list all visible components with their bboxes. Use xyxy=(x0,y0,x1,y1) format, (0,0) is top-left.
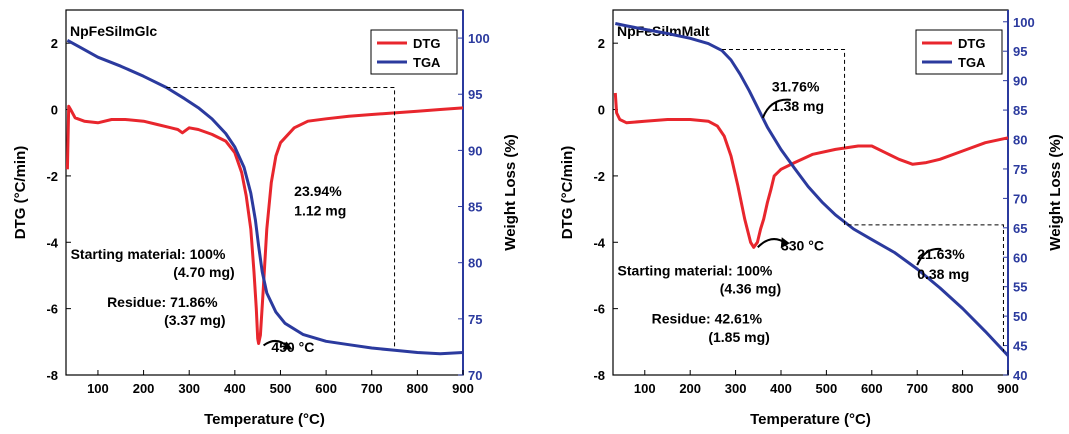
y-right-tick-label: 100 xyxy=(1013,15,1035,30)
legend-label: TGA xyxy=(958,55,986,70)
y-left-tick-label: -2 xyxy=(593,169,605,184)
y-right-tick-label: 95 xyxy=(1013,44,1027,59)
y-left-tick-label: -8 xyxy=(593,368,605,383)
series-line-dtg xyxy=(615,93,1008,247)
annotation-text: 1.12 mg xyxy=(294,203,346,219)
x-axis-label: Temperature (°C) xyxy=(750,411,871,428)
x-tick-label: 200 xyxy=(133,381,155,396)
x-tick-label: 800 xyxy=(952,381,974,396)
x-tick-label: 300 xyxy=(178,381,200,396)
annotation-text: (1.85 mg) xyxy=(708,329,769,345)
y-left-tick-label: 2 xyxy=(51,36,58,51)
x-tick-label: 600 xyxy=(861,381,883,396)
annotation-text: Residue: 42.61% xyxy=(652,311,763,327)
y-right-tick-label: 85 xyxy=(1013,103,1027,118)
y-left-tick-label: -4 xyxy=(46,235,58,250)
y-right-axis-label: Weight Loss (%) xyxy=(1047,134,1064,250)
annotation-text: 0.38 mg xyxy=(917,266,969,282)
y-left-tick-label: 2 xyxy=(598,36,605,51)
annotation-text: (3.37 mg) xyxy=(164,312,225,328)
x-tick-label: 700 xyxy=(361,381,383,396)
x-tick-label: 700 xyxy=(906,381,928,396)
x-tick-label: 400 xyxy=(224,381,246,396)
legend: DTG TGA xyxy=(916,30,1002,74)
y-left-axis-label: DTG (°C/min) xyxy=(559,146,576,240)
x-tick-label: 900 xyxy=(452,381,474,396)
y-left-tick-label: -4 xyxy=(593,235,605,250)
x-tick-label: 400 xyxy=(770,381,792,396)
annotation-text: Starting material: 100% xyxy=(618,262,773,278)
x-tick-label: 800 xyxy=(407,381,429,396)
y-right-tick-label: 90 xyxy=(1013,74,1027,89)
x-tick-label: 500 xyxy=(270,381,292,396)
y-right-tick-label: 60 xyxy=(1013,250,1027,265)
x-tick-label: 200 xyxy=(679,381,701,396)
y-left-axis-label: DTG (°C/min) xyxy=(12,146,29,240)
y-right-tick-label: 70 xyxy=(1013,191,1027,206)
y-left-tick-label: -8 xyxy=(46,368,58,383)
y-right-tick-label: 95 xyxy=(468,87,482,102)
y-right-tick-label: 80 xyxy=(1013,133,1027,148)
annotation-text: Starting material: 100% xyxy=(71,246,226,262)
y-right-tick-label: 45 xyxy=(1013,339,1027,354)
y-right-tick-label: 40 xyxy=(1013,368,1027,383)
annotation-text: 330 °C xyxy=(781,238,824,254)
x-tick-label: 100 xyxy=(87,381,109,396)
legend-label: DTG xyxy=(413,36,440,51)
y-left-tick-label: -2 xyxy=(46,169,58,184)
y-right-tick-label: 100 xyxy=(468,31,490,46)
y-right-tick-label: 70 xyxy=(468,368,482,383)
annotation-text: 31.76% xyxy=(772,78,820,94)
annotation-text: 23.94% xyxy=(294,183,342,199)
y-left-tick-label: -6 xyxy=(46,302,58,317)
chart-panel-2: 100 200 300 400 500 600 700 800 900 2 0 -2 -4 -6 -8 100… xyxy=(559,10,1064,428)
chart-title: NpFeSilmGlc xyxy=(70,23,157,39)
x-tick-label: 300 xyxy=(725,381,747,396)
y-right-tick-label: 55 xyxy=(1013,280,1027,295)
y-left-tick-label: -6 xyxy=(593,302,605,317)
y-right-tick-label: 65 xyxy=(1013,221,1027,236)
y-right-tick-label: 85 xyxy=(468,200,482,215)
x-tick-label: 600 xyxy=(315,381,337,396)
legend-label: DTG xyxy=(958,36,985,51)
y-left-tick-label: 0 xyxy=(51,103,58,118)
x-tick-label: 100 xyxy=(634,381,656,396)
y-right-tick-label: 90 xyxy=(468,143,482,158)
x-tick-label: 500 xyxy=(816,381,838,396)
x-tick-label: 900 xyxy=(997,381,1019,396)
y-right-axis-label: Weight Loss (%) xyxy=(502,134,519,250)
y-left-tick-label: 0 xyxy=(598,103,605,118)
y-right-tick-label: 75 xyxy=(1013,162,1027,177)
chart-panel-1: 100 200 300 400 500 600 700 800 900 2 0 -2 -4 -6 -8 100… xyxy=(12,10,519,428)
annotation-text: (4.70 mg) xyxy=(173,264,234,280)
x-axis-label: Temperature (°C) xyxy=(204,411,325,428)
annotation-text: (4.36 mg) xyxy=(720,281,781,297)
y-right-tick-label: 80 xyxy=(468,256,482,271)
legend-label: TGA xyxy=(413,55,441,70)
legend: DTG TGA xyxy=(371,30,457,74)
y-right-tick-label: 50 xyxy=(1013,309,1027,324)
annotation-text: Residue: 71.86% xyxy=(107,294,218,310)
y-right-tick-label: 75 xyxy=(468,312,482,327)
